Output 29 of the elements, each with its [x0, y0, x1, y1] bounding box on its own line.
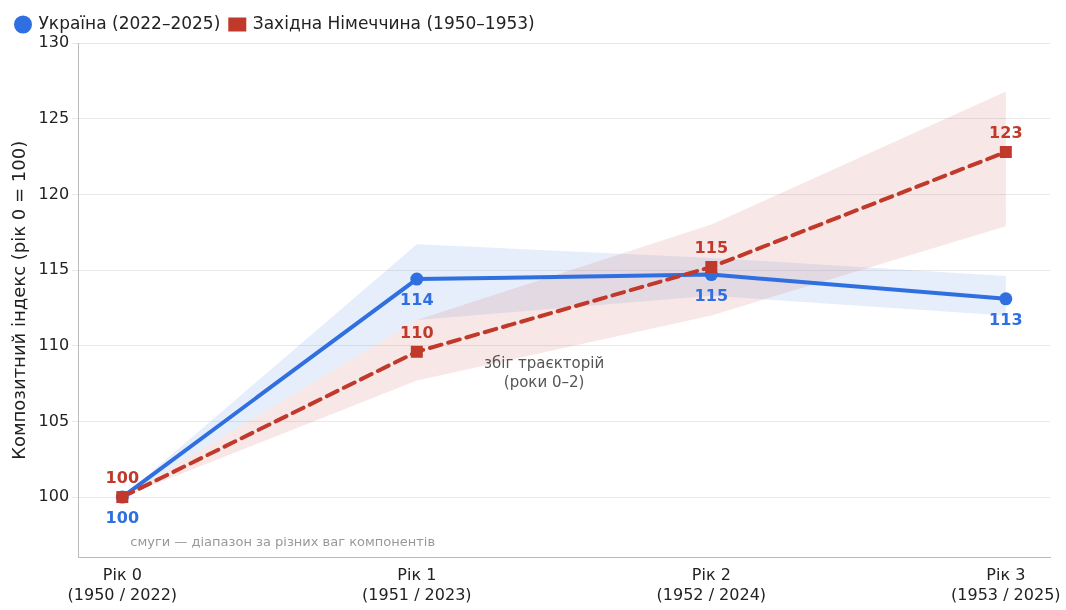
x-tick-label: Рік 2 (1952 / 2024)	[656, 565, 767, 604]
annotation: збіг траєкторій (роки 0–2)	[484, 353, 605, 391]
x-tick-label: Рік 3 (1953 / 2025)	[951, 565, 1061, 604]
data-label: 100	[105, 468, 140, 488]
point	[410, 272, 424, 286]
y-tick-label: 100	[38, 486, 70, 506]
y-tick-label: 130	[38, 32, 70, 52]
y-tick-label: 105	[38, 410, 70, 430]
data-label: 115	[694, 238, 729, 258]
data-label: 114	[400, 290, 434, 310]
data-label: 110	[400, 322, 434, 342]
legend-label: Західна Німеччина (1950–1953)	[252, 12, 535, 33]
y-tick-label: 125	[38, 107, 70, 127]
y-tick-label: 110	[38, 334, 70, 354]
x-tick-label: Рік 0 (1950 / 2022)	[67, 565, 178, 604]
data-label: 115	[694, 285, 729, 305]
data-label: 123	[989, 123, 1023, 143]
data-label: 100	[105, 508, 140, 528]
point	[999, 145, 1012, 158]
point	[705, 261, 718, 273]
y-tick-label: 120	[38, 183, 70, 203]
y-axis-title: Композитний індекс (рік 0 = 100)	[8, 140, 30, 460]
legend-label: Україна (2022–2025)	[38, 12, 221, 33]
y-tick-label: 115	[38, 259, 70, 279]
annotation: смуги — діапазон за різних ваг компонентів	[130, 534, 436, 550]
data-label: 113	[989, 309, 1023, 329]
point	[410, 345, 423, 358]
point	[999, 292, 1013, 306]
x-tick-label: Рік 1 (1951 / 2023)	[362, 565, 472, 604]
